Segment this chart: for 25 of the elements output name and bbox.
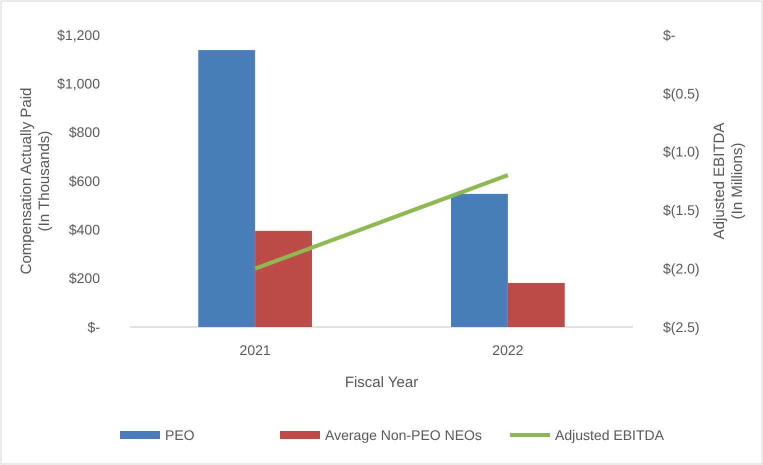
legend-label: Adjusted EBITDA bbox=[555, 426, 665, 443]
y-tick-label: $1,200 bbox=[57, 26, 100, 43]
x-tick-label: 2021 bbox=[240, 342, 271, 358]
y2-tick-label: $(1.5) bbox=[663, 202, 700, 218]
x-tick-label: 2022 bbox=[492, 342, 524, 358]
legend-label: Average Non-PEO NEOs bbox=[325, 426, 482, 443]
y-tick-label: $800 bbox=[68, 124, 100, 140]
bar bbox=[508, 282, 565, 327]
y-tick-label: $400 bbox=[68, 222, 100, 238]
y-tick-label: $200 bbox=[68, 270, 100, 286]
bar bbox=[198, 50, 256, 327]
y-tick-label: $600 bbox=[68, 172, 100, 189]
y2-tick-label: $(1.0) bbox=[663, 144, 700, 160]
y2-tick-label: $(0.5) bbox=[663, 85, 700, 102]
y2-axis-title: Adjusted EBITDA (In Millions) bbox=[711, 122, 746, 240]
y-axis-title: Compensation Actually Paid (In Thousands) bbox=[18, 88, 53, 274]
y2-tick-label: $(2.5) bbox=[663, 318, 700, 335]
bar bbox=[255, 230, 312, 327]
y-tick-label: $1,000 bbox=[57, 76, 100, 92]
x-axis-title: Fiscal Year bbox=[344, 374, 418, 391]
bar bbox=[451, 194, 508, 327]
y2-tick-label: $(2.0) bbox=[663, 260, 700, 276]
y2-tick-label: $- bbox=[663, 26, 676, 43]
y-tick-label: $- bbox=[88, 318, 100, 335]
legend-label: PEO bbox=[165, 426, 195, 443]
